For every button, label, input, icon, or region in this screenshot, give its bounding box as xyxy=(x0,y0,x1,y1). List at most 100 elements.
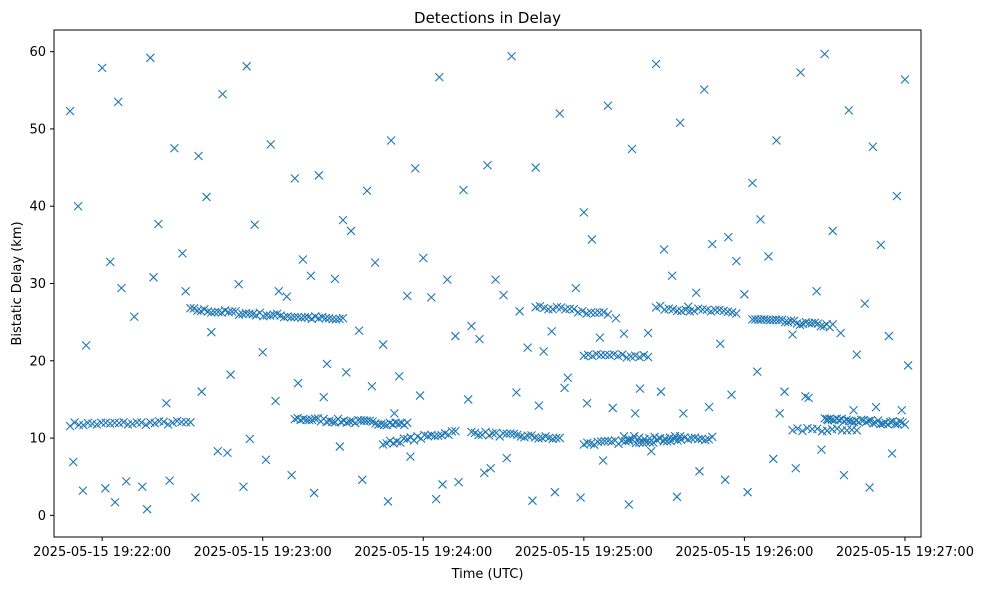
data-point xyxy=(394,419,403,429)
data-point xyxy=(328,314,337,324)
data-point xyxy=(379,420,389,430)
data-point xyxy=(643,328,653,338)
data-point xyxy=(861,417,871,427)
data-point xyxy=(330,274,340,284)
data-point xyxy=(117,283,126,293)
data-point xyxy=(367,381,377,391)
data-point xyxy=(486,463,496,473)
data-point xyxy=(876,240,886,250)
data-point xyxy=(483,160,492,170)
data-point xyxy=(261,455,271,465)
data-point xyxy=(868,142,878,152)
data-point xyxy=(685,306,695,316)
data-point xyxy=(213,307,223,317)
data-point xyxy=(563,373,573,383)
data-point xyxy=(678,408,688,418)
data-point xyxy=(839,470,849,480)
data-point xyxy=(282,292,292,302)
data-point xyxy=(459,185,468,195)
data-point xyxy=(331,314,341,324)
data-point xyxy=(786,316,796,326)
data-point xyxy=(224,307,233,317)
data-point xyxy=(206,327,216,337)
data-point xyxy=(223,448,232,458)
data-point xyxy=(137,418,146,427)
data-point xyxy=(731,256,741,266)
data-point xyxy=(314,170,324,180)
data-point xyxy=(560,383,569,393)
data-point xyxy=(900,420,910,430)
data-point xyxy=(689,306,699,316)
data-point xyxy=(354,326,364,336)
data-point xyxy=(555,433,565,443)
data-point xyxy=(895,417,905,426)
data-point xyxy=(293,312,303,322)
data-point xyxy=(70,418,79,427)
data-point xyxy=(852,350,862,359)
plot-area xyxy=(54,30,921,537)
data-point xyxy=(528,496,537,506)
data-point xyxy=(293,378,303,388)
data-point xyxy=(463,395,473,404)
y-tick-label: 20 xyxy=(29,354,46,369)
data-point xyxy=(73,201,83,211)
data-point xyxy=(600,436,610,446)
data-point xyxy=(304,415,314,425)
data-point xyxy=(245,434,255,444)
data-point xyxy=(113,97,123,107)
data-point xyxy=(121,476,131,486)
data-point xyxy=(218,89,227,99)
data-point xyxy=(523,343,533,353)
data-point xyxy=(97,63,107,73)
data-point xyxy=(383,497,393,506)
data-point xyxy=(505,429,515,438)
data-point xyxy=(842,415,851,425)
data-point xyxy=(651,59,661,69)
data-point xyxy=(389,408,399,418)
data-point xyxy=(378,340,388,349)
data-point xyxy=(197,387,207,397)
data-point xyxy=(704,402,714,412)
data-point xyxy=(834,415,844,425)
data-point xyxy=(791,463,801,473)
data-point xyxy=(290,312,299,322)
data-point xyxy=(775,408,785,418)
data-point xyxy=(516,432,526,441)
data-point xyxy=(659,245,669,254)
data-point xyxy=(611,313,621,323)
data-point xyxy=(335,442,345,451)
data-point xyxy=(194,151,203,161)
data-point xyxy=(141,420,151,430)
data-point xyxy=(627,144,637,154)
data-point xyxy=(137,482,147,492)
data-point xyxy=(727,390,736,400)
data-point xyxy=(475,334,484,344)
x-tick-label: 2025-05-15 19:27:00 xyxy=(836,545,974,560)
data-point xyxy=(884,331,894,341)
data-point xyxy=(78,486,88,496)
data-point xyxy=(378,440,388,449)
data-point xyxy=(283,312,292,321)
data-point xyxy=(659,436,669,446)
data-point xyxy=(700,435,710,445)
data-point xyxy=(105,257,115,267)
data-point xyxy=(502,453,512,463)
data-point xyxy=(871,402,881,412)
data-point xyxy=(423,431,433,441)
data-point xyxy=(297,313,306,323)
data-point xyxy=(673,436,682,445)
data-point xyxy=(299,414,308,424)
data-point xyxy=(548,304,558,314)
data-point xyxy=(206,308,216,317)
data-point xyxy=(828,320,838,329)
data-point xyxy=(828,226,838,236)
data-point xyxy=(234,279,244,289)
data-point xyxy=(193,306,202,316)
data-point xyxy=(498,429,508,438)
data-point xyxy=(780,387,789,397)
data-point xyxy=(234,310,244,320)
data-point xyxy=(810,318,820,328)
data-point xyxy=(258,347,268,357)
data-point xyxy=(548,434,558,444)
data-point xyxy=(181,286,191,296)
